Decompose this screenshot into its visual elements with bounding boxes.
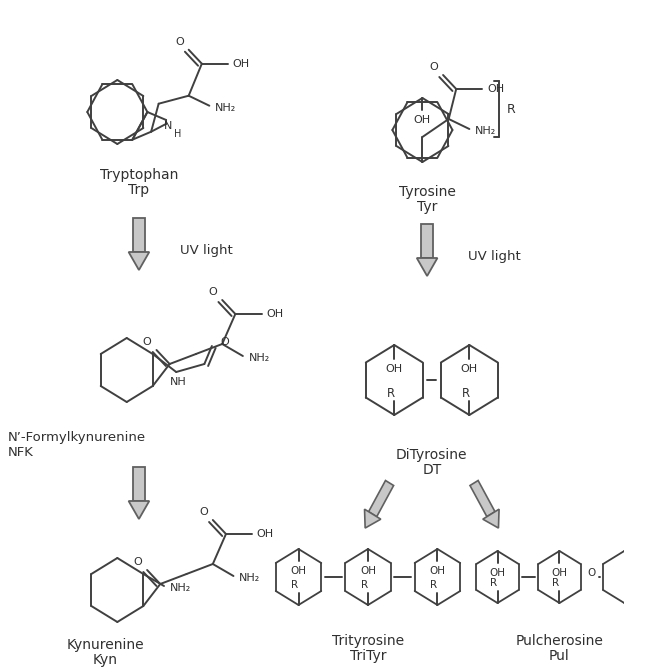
Polygon shape — [133, 218, 144, 252]
Text: Pul: Pul — [549, 649, 570, 663]
Text: R: R — [490, 578, 497, 588]
Polygon shape — [364, 509, 381, 528]
Text: R: R — [552, 578, 559, 588]
Polygon shape — [133, 467, 144, 501]
Text: OH: OH — [360, 566, 376, 576]
Text: R: R — [430, 580, 438, 590]
Text: O: O — [588, 568, 596, 578]
Text: O: O — [221, 337, 229, 347]
Text: Trityrosine: Trityrosine — [332, 634, 404, 648]
Text: OH: OH — [257, 529, 274, 539]
Text: Kyn: Kyn — [92, 653, 118, 667]
Text: OH: OH — [233, 59, 250, 69]
Text: NH: NH — [170, 377, 186, 387]
Text: NH₂: NH₂ — [239, 573, 261, 583]
Text: O: O — [430, 62, 438, 72]
Polygon shape — [422, 224, 433, 258]
Text: NH₂: NH₂ — [249, 353, 270, 363]
Polygon shape — [128, 252, 149, 270]
Text: R: R — [386, 387, 394, 399]
Text: H: H — [174, 129, 181, 139]
Text: OH: OH — [291, 566, 307, 576]
Text: R: R — [360, 580, 368, 590]
Text: N: N — [164, 121, 172, 131]
Text: Tyr: Tyr — [417, 200, 438, 214]
Text: O: O — [134, 557, 142, 567]
Text: OH: OH — [461, 364, 478, 374]
Polygon shape — [470, 480, 495, 517]
Text: OH: OH — [266, 309, 283, 319]
Text: OH: OH — [430, 566, 446, 576]
Polygon shape — [368, 480, 394, 517]
Text: OH: OH — [551, 568, 567, 578]
Text: UV light: UV light — [180, 243, 233, 257]
Text: DT: DT — [422, 463, 442, 477]
Polygon shape — [128, 501, 149, 519]
Text: OH: OH — [489, 568, 505, 578]
Polygon shape — [417, 258, 438, 276]
Text: NH₂: NH₂ — [475, 126, 496, 136]
Polygon shape — [483, 509, 499, 528]
Text: R: R — [291, 580, 299, 590]
Text: NFK: NFK — [7, 446, 33, 458]
Text: O: O — [175, 37, 184, 47]
Text: Kynurenine: Kynurenine — [66, 638, 144, 652]
Text: OH: OH — [487, 84, 504, 94]
Text: Tryptophan: Tryptophan — [100, 168, 178, 182]
Text: Pulcherosine: Pulcherosine — [515, 634, 603, 648]
Text: DiTyrosine: DiTyrosine — [396, 448, 467, 462]
Text: OH: OH — [414, 115, 431, 125]
Text: NH₂: NH₂ — [215, 103, 236, 113]
Text: O: O — [208, 287, 217, 297]
Text: R: R — [506, 103, 515, 115]
Text: TriTyr: TriTyr — [350, 649, 386, 663]
Text: R: R — [462, 387, 469, 399]
Text: O: O — [143, 337, 152, 347]
Text: Trp: Trp — [128, 183, 150, 197]
Text: Tyrosine: Tyrosine — [399, 185, 456, 199]
Text: OH: OH — [386, 364, 403, 374]
Text: O: O — [199, 507, 207, 517]
Text: UV light: UV light — [468, 249, 521, 263]
Text: NH₂: NH₂ — [170, 583, 191, 593]
Text: N’-Formylkynurenine: N’-Formylkynurenine — [7, 431, 146, 444]
